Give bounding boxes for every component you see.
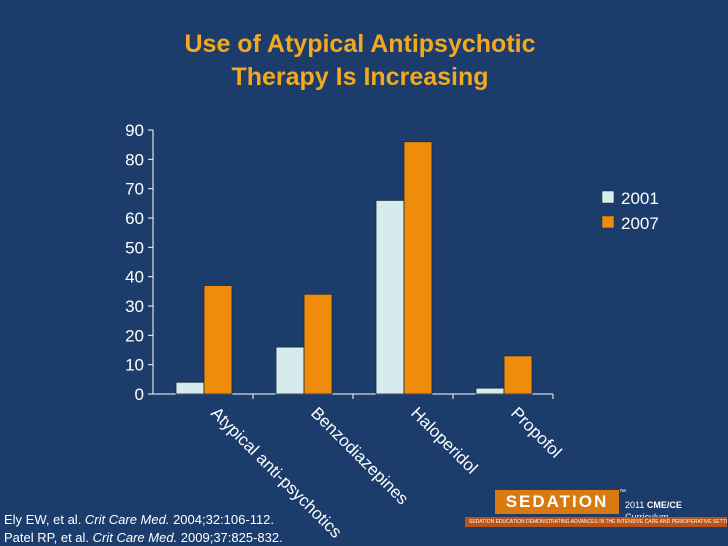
ref2-journal: Crit Care Med. — [92, 530, 178, 545]
y-tick-label: 50 — [125, 238, 144, 257]
logo-year: 2011 — [625, 500, 647, 510]
y-tick-label: 10 — [125, 356, 144, 375]
ref1-rest: 2004;32:106-112. — [169, 512, 275, 527]
title-line-2: Therapy Is Increasing — [231, 63, 489, 91]
bar — [303, 293, 333, 395]
logo-cme: CME/CE — [646, 500, 682, 510]
reference-1: Ely EW, et al. Crit Care Med. 2004;32:10… — [4, 511, 283, 529]
references: Ely EW, et al. Crit Care Med. 2004;32:10… — [4, 511, 283, 546]
legend-label: 2001 — [621, 189, 659, 208]
logo-name: SEDATION — [495, 490, 619, 514]
bar — [503, 355, 533, 395]
y-tick-label: 20 — [125, 326, 144, 345]
x-category-label: Propofol — [507, 403, 565, 461]
y-tick-label: 30 — [125, 297, 144, 316]
ref1-authors: Ely EW, et al. — [4, 512, 85, 527]
legend-swatch — [601, 215, 615, 229]
x-category-label: Haloperidol — [407, 403, 481, 477]
logo-tm: ™ — [619, 489, 626, 496]
logo-tagline: SEDATION EDUCATION DEMONSTRATING ADVANCE… — [465, 517, 727, 527]
bar — [275, 346, 305, 395]
bar — [403, 141, 433, 395]
y-tick-label: 60 — [125, 209, 144, 228]
slide-title: Use of Atypical Antipsychotic Therapy Is… — [100, 28, 620, 94]
x-category-label: Benzodiazepines — [307, 403, 412, 508]
ref2-authors: Patel RP, et al. — [4, 530, 93, 545]
title-line-1: Use of Atypical Antipsychotic — [184, 30, 536, 58]
y-tick-label: 80 — [125, 150, 144, 169]
y-tick-label: 40 — [125, 268, 144, 287]
y-tick-label: 0 — [135, 385, 144, 404]
ref1-journal: Crit Care Med. — [84, 512, 170, 527]
ref2-rest: 2009;37:825-832. — [177, 530, 283, 545]
bar — [175, 381, 205, 395]
legend-swatch — [601, 190, 615, 204]
bar — [475, 387, 505, 395]
bar — [375, 199, 405, 395]
bar — [203, 285, 233, 395]
sedation-logo: SEDATION ™ 2011 CME/CE Curriculum SEDATI… — [465, 489, 727, 529]
y-tick-label: 90 — [125, 121, 144, 140]
reference-2: Patel RP, et al. Crit Care Med. 2009;37:… — [4, 529, 283, 546]
legend-label: 2007 — [621, 214, 659, 233]
y-tick-label: 70 — [125, 180, 144, 199]
